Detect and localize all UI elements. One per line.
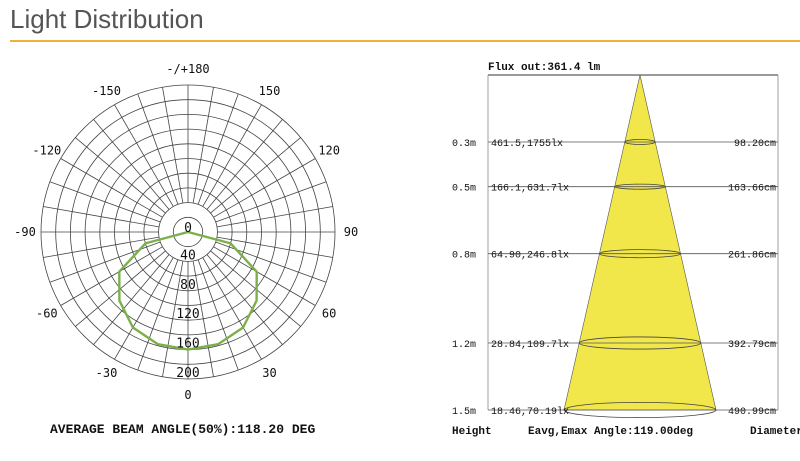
polar-spoke xyxy=(213,158,316,218)
polar-spoke xyxy=(93,254,170,345)
polar-spoke xyxy=(216,206,333,228)
cone-shape xyxy=(563,74,717,411)
polar-spoke xyxy=(192,87,214,204)
polar-spoke xyxy=(49,181,161,223)
polar-spoke xyxy=(49,241,161,283)
angle-label: 30 xyxy=(262,366,276,380)
polar-spoke xyxy=(43,206,160,228)
angle-label: 150 xyxy=(259,84,281,98)
page-title: Light Distribution xyxy=(10,4,204,34)
row-diameter: 163.66cm xyxy=(728,184,776,195)
row-height: 1.2m xyxy=(452,340,476,351)
row-height: 0.8m xyxy=(452,251,476,262)
polar-labels: -/+180 -150 150 -120 120 -90 90 -60 60 -30 30 0 0 40 8… xyxy=(14,62,358,402)
angle-label: -150 xyxy=(92,84,121,98)
radial-label: 120 xyxy=(176,307,199,322)
polar-spoke xyxy=(93,119,170,210)
beam-ellipse xyxy=(624,139,656,145)
row-values: 166.1,631.7lx xyxy=(491,183,569,195)
title-divider xyxy=(10,40,800,42)
row-values: 18.46,70.19lx xyxy=(491,406,569,418)
column-header: Height xyxy=(452,426,492,438)
row-height: 0.3m xyxy=(452,139,476,150)
beam-ellipse xyxy=(614,183,666,190)
polar-spoke xyxy=(137,93,179,205)
polar-spoke xyxy=(114,257,174,360)
polar-spoke xyxy=(162,87,184,204)
row-diameter: 392.79cm xyxy=(728,340,776,351)
row-values: 461.5,1755lx xyxy=(491,138,563,150)
polar-spoke xyxy=(192,260,214,377)
polar-spoke xyxy=(206,254,283,345)
polar-spoke xyxy=(60,246,163,306)
beam-ellipse xyxy=(599,249,681,259)
radial-label: 40 xyxy=(180,248,196,263)
radial-label: 80 xyxy=(180,278,196,293)
column-header: Eavg,Emax Angle:119.00deg xyxy=(528,426,693,438)
beam-angle-caption: AVERAGE BEAM ANGLE(50%):118.20 DEG xyxy=(50,422,316,437)
polar-spoke xyxy=(162,260,184,377)
beam-ellipse xyxy=(578,336,702,350)
polar-spoke xyxy=(197,93,239,205)
radial-label: 200 xyxy=(176,366,199,381)
row-diameter: 490.99cm xyxy=(728,407,776,418)
polar-spoke xyxy=(43,236,160,258)
polar-spoke xyxy=(206,119,283,210)
angle-label: 120 xyxy=(318,144,340,158)
radial-label: 160 xyxy=(176,337,199,352)
angle-label: -/+180 xyxy=(166,62,209,76)
polar-spoke xyxy=(216,236,333,258)
row-height: 0.5m xyxy=(452,184,476,195)
polar-spoke xyxy=(215,241,327,283)
cone-frame xyxy=(487,74,779,410)
row-diameter: 261.86cm xyxy=(728,251,776,262)
polar-ring xyxy=(172,216,204,248)
intensity-curve xyxy=(118,230,258,351)
polar-curve xyxy=(118,230,258,351)
polar-spoke xyxy=(215,181,327,223)
cone-rows xyxy=(488,139,778,418)
column-header: Diameter xyxy=(750,426,800,438)
angle-label: 90 xyxy=(344,225,358,239)
angle-label: -90 xyxy=(14,225,36,239)
row-diameter: 98.20cm xyxy=(734,139,776,150)
angle-label: -60 xyxy=(36,307,58,321)
radial-label: 0 xyxy=(184,221,192,236)
flux-out-label: Flux out:361.4 lm xyxy=(488,62,601,74)
angle-label: 60 xyxy=(322,307,336,321)
polar-spoke xyxy=(137,259,179,371)
angle-label: -30 xyxy=(96,366,118,380)
polar-spoke xyxy=(60,158,163,218)
angle-label: 0 xyxy=(184,388,191,402)
polar-spoke xyxy=(202,257,262,360)
polar-spoke xyxy=(210,137,301,214)
polar-spoke xyxy=(213,246,316,306)
polar-chart: -/+180 -150 150 -120 120 -90 90 -60 60 -30 30 0 0 40 8… xyxy=(14,62,358,402)
polar-spoke xyxy=(202,104,262,207)
polar-spoke xyxy=(197,259,239,371)
polar-spoke xyxy=(114,104,174,207)
cone-chart: 0.3m 461.5,1755lx 98.20cm 0.5m 166.1,631.7lx… xyxy=(452,62,800,438)
polar-spoke xyxy=(75,137,166,214)
row-height: 1.5m xyxy=(452,407,476,418)
beam-ellipse xyxy=(563,401,717,418)
light-cone xyxy=(563,74,717,411)
row-values: 64.90,246.8lx xyxy=(491,250,569,262)
cone-text: 0.3m 461.5,1755lx 98.20cm 0.5m 166.1,631.7lx… xyxy=(452,62,800,438)
row-values: 28.84,109.7lx xyxy=(491,339,569,351)
polar-grid xyxy=(40,84,336,380)
angle-label: -120 xyxy=(32,144,61,158)
